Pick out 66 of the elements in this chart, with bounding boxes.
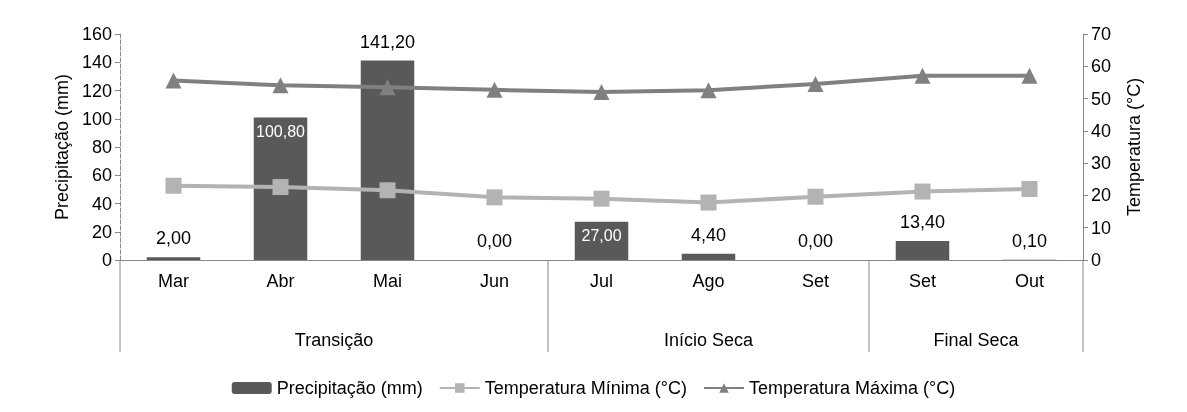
legend-label: Temperatura Mínima (°C) bbox=[484, 378, 688, 398]
text: Final Seca bbox=[933, 330, 1020, 350]
point bbox=[1021, 67, 1038, 84]
data-label: 0,10 bbox=[1011, 230, 1048, 251]
y-tick-label: 20 bbox=[91, 221, 112, 242]
bar bbox=[253, 117, 308, 260]
point bbox=[272, 77, 289, 94]
point bbox=[914, 67, 931, 84]
bar bbox=[360, 60, 415, 260]
y2-axis-title: Temperatura (°C) bbox=[1124, 77, 1144, 217]
y-axis-title: Precipitação (mm) bbox=[52, 73, 73, 221]
point bbox=[272, 179, 289, 196]
y-tick-label: 0 bbox=[101, 250, 112, 270]
x-tick-label: Set bbox=[801, 271, 830, 291]
data-label: 13,40 bbox=[899, 212, 946, 233]
y2-tick-label: 30 bbox=[1091, 153, 1112, 174]
x-tick-label: Jun bbox=[479, 271, 510, 291]
y-tick-label: 80 bbox=[91, 137, 112, 157]
x-tick-label: Ago bbox=[692, 271, 725, 291]
text: Início Seca bbox=[663, 330, 755, 350]
point bbox=[486, 189, 503, 206]
y-tick-label: 60 bbox=[91, 165, 112, 186]
x-tick-label: Out bbox=[1014, 271, 1045, 291]
x-tick-label: Abr bbox=[266, 271, 295, 291]
point bbox=[379, 79, 396, 96]
point bbox=[165, 177, 182, 194]
y2-tick-label: 60 bbox=[1091, 56, 1112, 77]
x-tick-label: Mar bbox=[158, 271, 189, 291]
point bbox=[379, 182, 396, 199]
y-tick-label: 160 bbox=[81, 24, 112, 44]
y2-tick-label: 20 bbox=[1091, 185, 1112, 206]
y2-tick-label: 10 bbox=[1091, 217, 1112, 238]
legend-label: Precipitação (mm) bbox=[276, 378, 423, 398]
data-label: 2,00 bbox=[155, 228, 192, 249]
data-label: 0,00 bbox=[797, 231, 834, 251]
data-label: 141,20 bbox=[359, 31, 416, 52]
y2-tick-label: 40 bbox=[1091, 120, 1112, 141]
data-label: 4,40 bbox=[690, 224, 727, 245]
x-tick-label: Set bbox=[908, 271, 937, 291]
point bbox=[700, 194, 717, 211]
legend-label: Temperatura Máxima (°C) bbox=[749, 378, 956, 398]
point bbox=[807, 76, 824, 93]
point bbox=[486, 81, 503, 98]
y-tick-label: 40 bbox=[91, 193, 112, 214]
point bbox=[807, 188, 824, 205]
point bbox=[593, 190, 610, 207]
y2-tick-label: 50 bbox=[1091, 88, 1112, 109]
y2-tick-label: 70 bbox=[1091, 24, 1112, 44]
bar bbox=[146, 257, 201, 260]
x-tick-label: Mai bbox=[372, 271, 403, 291]
y-tick-label: 120 bbox=[81, 80, 112, 101]
text: Transição bbox=[294, 330, 374, 350]
point bbox=[700, 82, 717, 99]
y-tick-label: 100 bbox=[81, 108, 112, 129]
point bbox=[1021, 180, 1038, 197]
bar bbox=[895, 241, 950, 260]
y-tick-label: 140 bbox=[81, 52, 112, 73]
data-label: 27,00 bbox=[581, 227, 622, 245]
point bbox=[593, 84, 610, 101]
y2-tick-label: 0 bbox=[1091, 250, 1102, 270]
x-tick-label: Jul bbox=[589, 271, 614, 291]
data-label: 0,00 bbox=[476, 231, 513, 251]
bar bbox=[681, 253, 736, 260]
point bbox=[165, 72, 182, 89]
data-label: 100,80 bbox=[256, 123, 306, 141]
point bbox=[914, 183, 931, 200]
